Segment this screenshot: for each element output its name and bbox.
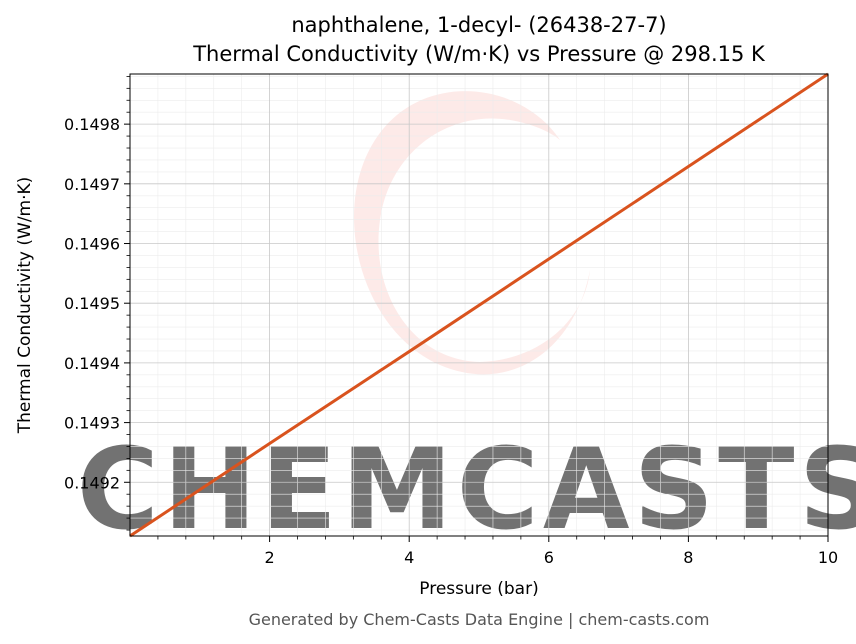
y-axis-ticks: 0.1492 0.1493 0.1494 0.1495 0.1496 0.1497 0.14… (64, 75, 130, 531)
y-tick-label: 0.1494 (64, 354, 120, 373)
y-tick-label: 0.1496 (64, 235, 120, 254)
x-tick-label: 6 (544, 548, 554, 567)
x-axis-label: Pressure (bar) (419, 579, 538, 599)
x-tick-label: 4 (404, 548, 414, 567)
y-tick-label: 0.1493 (64, 414, 120, 433)
x-tick-label: 2 (265, 548, 275, 567)
chart-title-line1: naphthalene, 1-decyl- (26438-27-7) (291, 13, 666, 37)
axes-frame (129, 73, 829, 537)
y-tick-label: 0.1495 (64, 294, 120, 313)
x-tick-label: 10 (818, 548, 838, 567)
series-line (129, 72, 829, 538)
watermark: CHEMCASTS (77, 91, 856, 555)
x-axis-ticks: 2 4 6 8 10 (157, 536, 838, 567)
footer-credit: Generated by Chem-Casts Data Engine | ch… (249, 610, 710, 629)
x-tick-label: 8 (683, 548, 693, 567)
minor-grid (130, 74, 828, 536)
series-layer (129, 72, 829, 538)
y-axis-label: Thermal Conductivity (W/m·K) (15, 177, 35, 435)
y-tick-label: 0.1497 (64, 175, 120, 194)
watermark-swirl-logo (354, 91, 590, 375)
y-tick-label: 0.1492 (64, 473, 120, 492)
chart-title-line2: Thermal Conductivity (W/m·K) vs Pressure… (192, 42, 766, 66)
y-tick-label: 0.1498 (64, 115, 120, 134)
